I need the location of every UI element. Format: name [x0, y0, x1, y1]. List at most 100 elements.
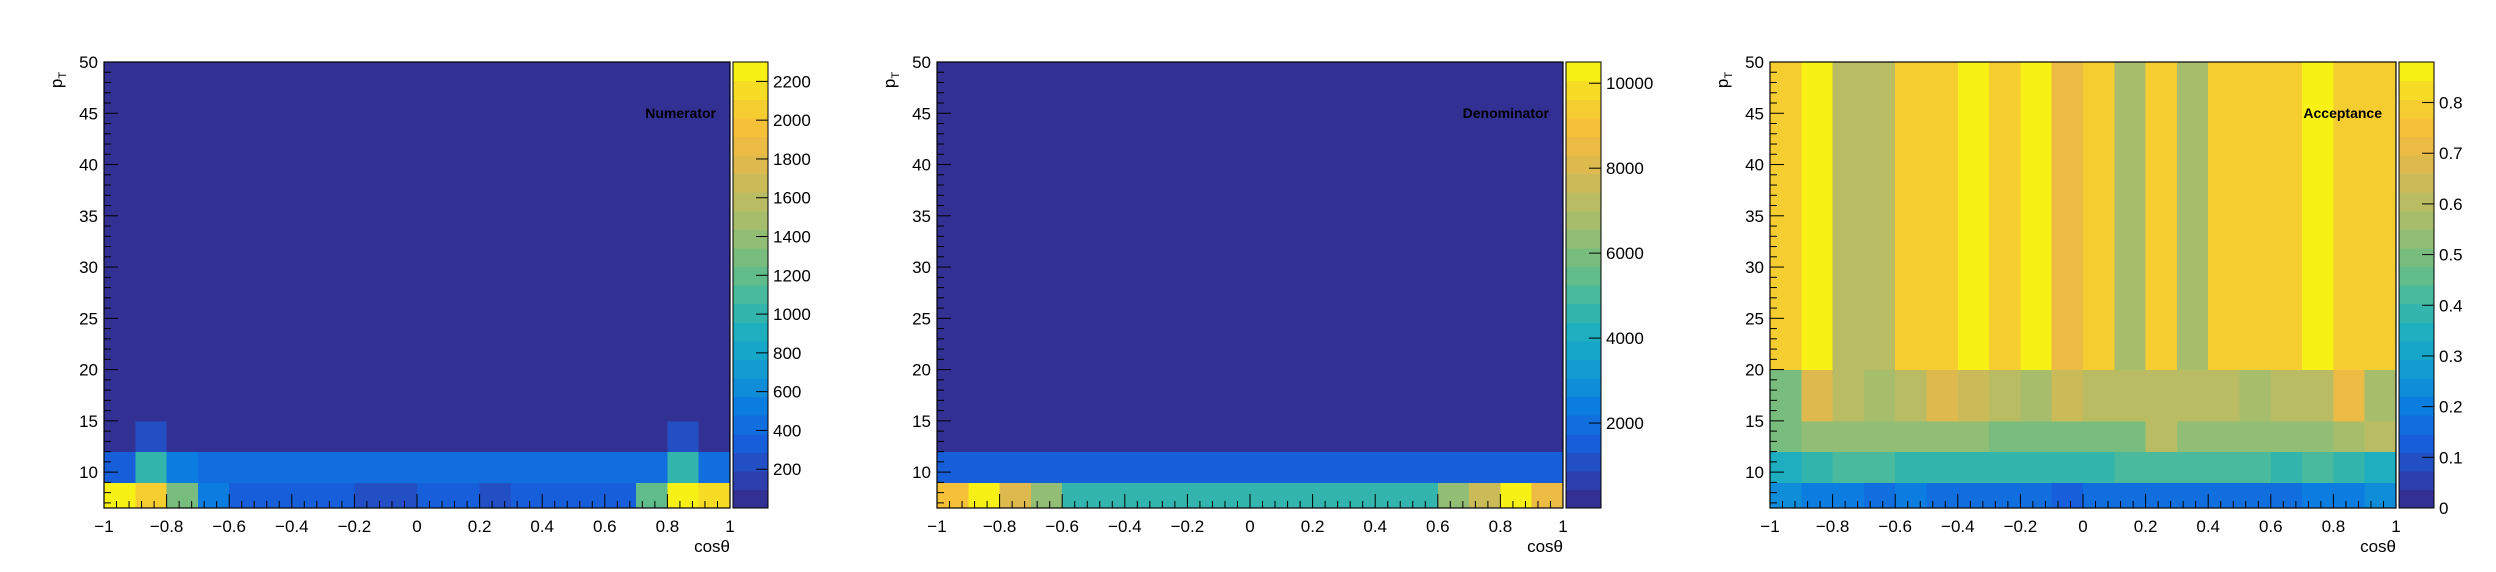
- heatmap-cell: [1030, 62, 1063, 371]
- x-tick-label: 1: [725, 517, 734, 536]
- heatmap-cell: [1030, 451, 1063, 483]
- heatmap-cell: [2302, 482, 2334, 509]
- heatmap-cell: [2051, 482, 2084, 509]
- heatmap-cell: [2302, 420, 2334, 453]
- heatmap-cell: [2364, 369, 2397, 422]
- heatmap-cell: [448, 451, 481, 483]
- color-scale-band: [2399, 99, 2434, 119]
- heatmap-cell: [2145, 451, 2178, 483]
- x-tick-label: 0.2: [2134, 517, 2158, 536]
- y-tick-label: 35: [912, 207, 931, 226]
- heatmap-cell: [604, 482, 637, 509]
- heatmap-cell: [1124, 420, 1157, 453]
- heatmap-cells: [937, 62, 1564, 509]
- heatmap-cell: [2145, 62, 2178, 371]
- heatmap-cell: [354, 482, 387, 509]
- color-scale-band: [1566, 266, 1601, 286]
- x-tick-label: 0.8: [1489, 517, 1513, 536]
- heatmap-cell: [323, 482, 355, 509]
- heatmap-cell: [1437, 482, 1470, 509]
- heatmap-cell: [667, 451, 700, 483]
- heatmap-cell: [1531, 451, 1564, 483]
- heatmap-cell: [2333, 369, 2366, 422]
- color-scale-band: [733, 210, 768, 230]
- heatmap-cell: [2083, 420, 2115, 453]
- heatmap-cell: [448, 482, 481, 509]
- y-tick-label: 30: [1745, 258, 1764, 277]
- heatmap-cell: [1030, 369, 1063, 422]
- heatmap-cell: [166, 451, 199, 483]
- heatmap-cell: [1895, 451, 1928, 483]
- heatmap-cell: [999, 420, 1032, 453]
- color-scale-frame: [2398, 61, 2435, 509]
- y-tick-label: 40: [79, 156, 98, 175]
- y-tick-label: 50: [1745, 53, 1764, 72]
- color-scale-label: 2000: [1606, 414, 1644, 433]
- y-tick-label: 40: [1745, 156, 1764, 175]
- heatmap-cell: [2114, 369, 2147, 422]
- heatmap-cell: [354, 451, 387, 483]
- heatmap-cell: [1124, 482, 1157, 509]
- heatmap-cell: [2270, 482, 2303, 509]
- y-tick-label: 15: [79, 412, 98, 431]
- heatmap-cell: [573, 451, 606, 483]
- heatmap-cell: [2020, 420, 2053, 453]
- heatmap-cell: [604, 420, 637, 453]
- heatmap-cell: [197, 451, 230, 483]
- y-axis-title: pT: [47, 72, 69, 88]
- color-scale-band: [733, 377, 768, 398]
- heatmap-cell: [636, 482, 668, 509]
- heatmap-cell: [1281, 62, 1314, 371]
- heatmap-cell: [937, 482, 969, 509]
- x-tick-label: −0.2: [338, 517, 372, 536]
- heatmap-cell: [510, 451, 543, 483]
- x-tick-label: 1: [1558, 517, 1567, 536]
- heatmap-cell: [968, 451, 1001, 483]
- color-scale-label: 4000: [1606, 329, 1644, 348]
- color-scale-label: 800: [773, 344, 801, 363]
- heatmap-cell: [1926, 451, 1959, 483]
- heatmap-cell: [1062, 451, 1095, 483]
- heatmap-cell: [104, 369, 136, 422]
- heatmap-cell: [999, 451, 1032, 483]
- heatmap-cell: [1770, 369, 1802, 422]
- heatmap-cell: [1218, 62, 1251, 371]
- heatmap-cell: [2364, 451, 2397, 483]
- color-scale-label: 0.2: [2439, 398, 2463, 417]
- heatmap-cell: [1156, 62, 1188, 371]
- heatmap-cell: [2333, 451, 2366, 483]
- heatmap-cell: [197, 62, 230, 371]
- x-tick-label: 0.6: [593, 517, 617, 536]
- heatmap-cell: [1500, 482, 1533, 509]
- y-tick-label: 45: [912, 104, 931, 123]
- color-scale-band: [2399, 210, 2434, 230]
- color-scale: 0 0.1 0.2 0.3 0.4 0.5 0.6 0.7 0.8: [2398, 61, 2463, 518]
- heatmap-cell: [1375, 420, 1408, 453]
- color-scale-label: 6000: [1606, 244, 1644, 263]
- y-tick-label: 20: [1745, 361, 1764, 380]
- heatmap-cell: [2364, 420, 2397, 453]
- color-scale-label: 0.1: [2439, 448, 2463, 467]
- color-scale-frame: [732, 61, 769, 509]
- heatmap-cell: [1863, 420, 1896, 453]
- x-tick-label: −0.2: [1171, 517, 1205, 536]
- color-scale-band: [733, 62, 768, 82]
- color-scale-label: 0.3: [2439, 347, 2463, 366]
- heatmap-cell: [698, 62, 731, 371]
- heatmap-cell: [417, 420, 449, 453]
- color-scale-band: [1566, 359, 1601, 379]
- heatmap-cell: [135, 62, 168, 371]
- heatmap-cell: [448, 62, 481, 371]
- color-scale-label: 10000: [1606, 74, 1653, 93]
- heatmap-cell: [2302, 451, 2334, 483]
- x-tick-label: −0.4: [1941, 517, 1975, 536]
- color-scale-band: [2399, 62, 2434, 82]
- color-scale-band: [1566, 136, 1601, 156]
- heatmap-cell: [999, 62, 1032, 371]
- color-scale-band: [733, 80, 768, 100]
- heatmap-cell: [1281, 451, 1314, 483]
- heatmap-cell: [2333, 62, 2366, 371]
- heatmap-cell: [1124, 62, 1157, 371]
- heatmap-cell: [573, 482, 606, 509]
